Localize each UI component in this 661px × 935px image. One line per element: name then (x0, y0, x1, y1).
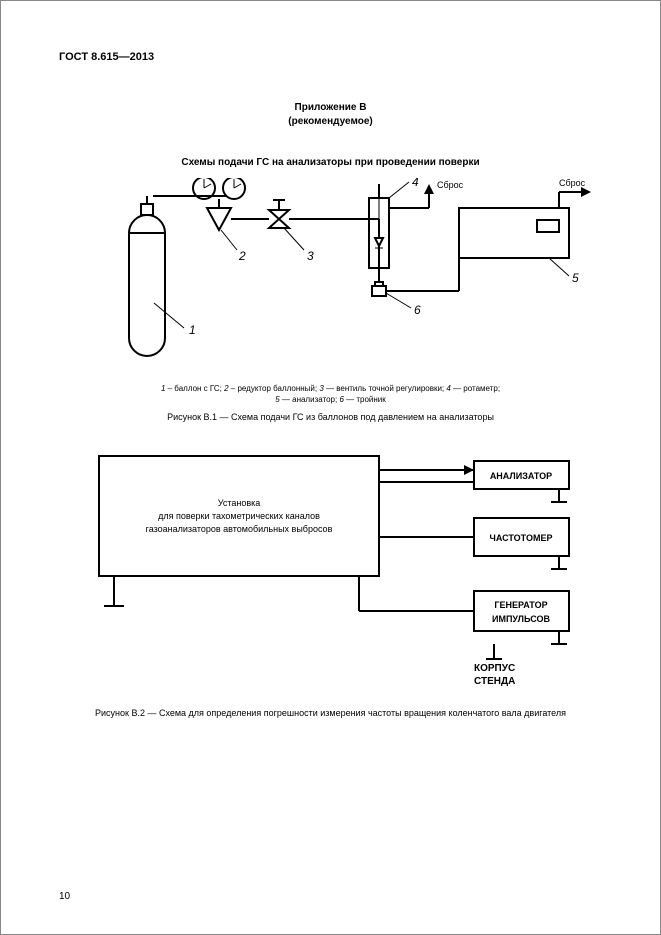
main-box-l2: для поверки тахометрических каналов (158, 511, 320, 521)
label-sbros2: Сброс (559, 178, 586, 188)
frequency-label: ЧАСТОТОМЕР (490, 533, 553, 543)
figure-1-caption: Рисунок В.1 — Схема подачи ГС из баллоно… (79, 411, 582, 424)
korpus-l2: СТЕНДА (474, 676, 515, 687)
svg-text:2: 2 (238, 249, 246, 263)
label-sbros1: Сброс (437, 180, 464, 190)
appendix-line2: (рекомендуемое) (59, 115, 602, 129)
svg-text:4: 4 (412, 178, 419, 189)
main-box-l1: Установка (218, 498, 261, 508)
document-header: ГОСТ 8.615—2013 (59, 51, 602, 63)
figure-2: Установка для поверки тахометрических ка… (59, 446, 602, 701)
main-box-l3: газоанализаторов автомобильных выбросов (146, 524, 333, 534)
analyzer-label: АНАЛИЗАТОР (490, 471, 552, 481)
appendix-line1: Приложение В (59, 101, 602, 115)
korpus-l1: КОРПУС (474, 663, 515, 674)
appendix-title: Приложение В (рекомендуемое) (59, 101, 602, 129)
gen-l2: ИМПУЛЬСОВ (492, 614, 551, 624)
page-number: 10 (59, 891, 70, 902)
gen-l1: ГЕНЕРАТОР (494, 600, 547, 610)
figure-1: 1 2 (59, 178, 602, 373)
svg-text:6: 6 (414, 303, 421, 317)
svg-text:5: 5 (572, 271, 579, 285)
svg-text:3: 3 (307, 249, 314, 263)
figure-1-legend: 1 – баллон с ГС; 2 – редуктор баллонный;… (89, 383, 572, 405)
document-page: ГОСТ 8.615—2013 Приложение В (рекомендуе… (0, 0, 661, 935)
svg-text:1: 1 (189, 323, 196, 337)
section-title: Схемы подачи ГС на анализаторы при прове… (59, 157, 602, 168)
figure-2-caption: Рисунок В.2 — Схема для определения погр… (79, 707, 582, 720)
